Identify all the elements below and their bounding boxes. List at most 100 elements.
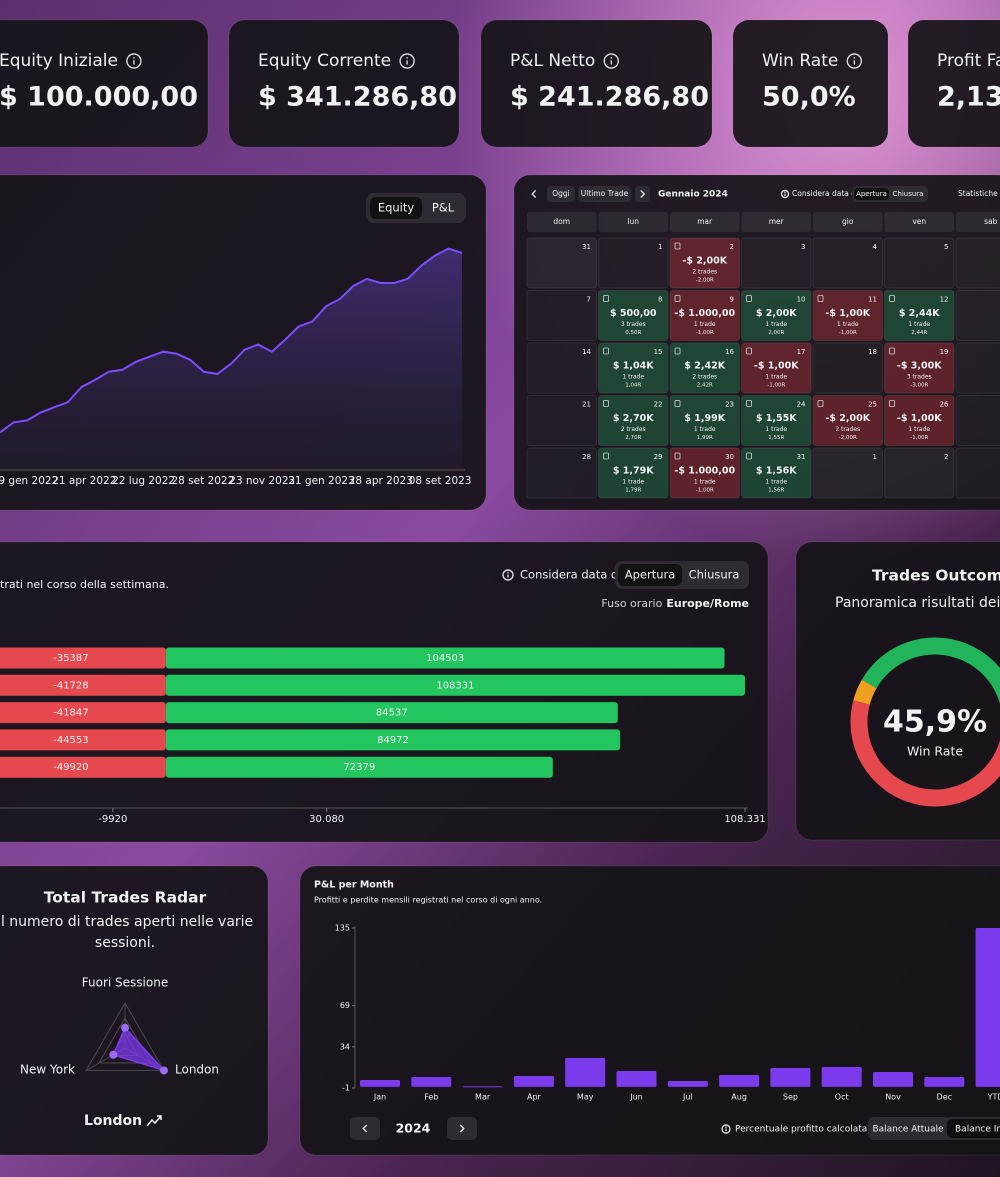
label: Considera data di [520, 568, 621, 582]
toggle-option[interactable]: Apertura [856, 190, 887, 198]
day-cell [884, 237, 955, 289]
weekday-label: mar [697, 217, 713, 226]
toggle-option[interactable]: Balance Iniz [955, 1125, 1000, 1135]
note-icon [746, 347, 752, 355]
x-tick-label: Aug [731, 1093, 747, 1102]
day-number: 15 [654, 348, 663, 356]
day-number: 30 [725, 453, 734, 461]
day-r: -3,00R [910, 383, 928, 389]
day-cell [598, 447, 669, 499]
toggle-option[interactable]: Chiusura [689, 568, 740, 582]
note-icon [674, 400, 681, 407]
bar-value-label: -35387 [53, 653, 88, 664]
day-cell [955, 290, 1000, 341]
day-number: 31 [582, 243, 591, 251]
day-pnl: $ 1,55K [756, 413, 797, 424]
toggle-option[interactable]: P&L [432, 201, 455, 215]
bar [165, 729, 621, 751]
timezone-label: Fuso orario [601, 597, 662, 610]
day-cell [669, 237, 740, 289]
button-label[interactable]: Ultimo Trade [581, 189, 629, 198]
radar-ring [85, 1001, 165, 1071]
day-pnl: $ 1,79K [613, 466, 654, 477]
bar [165, 674, 746, 696]
x-tick-label: Oct [835, 1093, 849, 1102]
day-number: 7 [587, 296, 591, 304]
day-r: -2,00R [696, 278, 714, 284]
x-tick-label: YTD [987, 1093, 1000, 1102]
day-number: 4 [873, 243, 878, 251]
day-number: 14 [582, 348, 591, 356]
note-icon [674, 295, 681, 302]
day-cell [526, 290, 597, 341]
bar [360, 1080, 400, 1087]
x-tick-label: 22 lug 2022 [112, 475, 175, 487]
bar [0, 674, 166, 696]
y-tick-label: 69 [340, 1001, 350, 1010]
bar [924, 1077, 965, 1087]
weekday-header [527, 212, 597, 232]
weekday-header [598, 212, 668, 232]
day-r: 1,56R [768, 488, 784, 494]
weekday-label: ven [912, 217, 926, 226]
day-number: 16 [725, 348, 734, 356]
x-tick-label: Nov [885, 1093, 901, 1102]
top-session: London [84, 1113, 142, 1129]
info-icon [603, 53, 619, 69]
day-cell [884, 290, 955, 341]
day-trades: 1 trade [837, 321, 859, 328]
toggle-option[interactable]: Chiusura [893, 190, 924, 198]
toggle-option[interactable]: Apertura [625, 568, 676, 582]
info-circle [399, 53, 415, 69]
radar-point [159, 1066, 168, 1075]
bar [462, 1086, 503, 1088]
info-dot [133, 57, 135, 59]
day-cell [884, 447, 955, 499]
monthly-panel [299, 865, 1000, 1156]
day-cell [526, 395, 597, 446]
day-cell [526, 342, 597, 394]
bar [667, 1081, 708, 1087]
toggle-option[interactable]: Equity [378, 201, 415, 215]
x-tick-label: Mar [475, 1093, 491, 1102]
day-number: 19 [940, 348, 949, 356]
info-circle [780, 189, 790, 199]
day-pnl: -$ 1,00K [754, 361, 799, 372]
kpi-card [0, 19, 209, 148]
note-icon [674, 452, 681, 460]
day-number: 28 [582, 453, 591, 461]
kpi-card [907, 19, 1000, 148]
day-pnl: -$ 1.000,00 [674, 466, 735, 477]
day-cell [526, 447, 597, 499]
kpi-label: Profit Fa [937, 51, 1000, 71]
info-icon [502, 569, 514, 581]
kpi-label: Equity Iniziale [0, 51, 118, 71]
day-r: -1,00R [696, 488, 714, 494]
day-number: 31 [797, 453, 806, 461]
day-r: 2,44R [911, 330, 927, 336]
panel-title: Trades Outcome [872, 567, 1000, 585]
info-dot [725, 1126, 727, 1128]
day-cell [955, 395, 1000, 446]
day-number: 17 [797, 348, 806, 356]
day-cell [741, 447, 812, 499]
label: Percentuale profitto calcolata da [735, 1125, 881, 1135]
day-r: -1,00R [839, 330, 857, 336]
toggle-option[interactable]: Balance Attuale [872, 1125, 944, 1135]
info-circle [846, 53, 863, 69]
day-number: 23 [725, 401, 734, 409]
bar [165, 756, 553, 778]
day-pnl: $ 1,04K [613, 361, 654, 372]
x-tick-label: Feb [424, 1093, 438, 1102]
button-label[interactable]: Oggi [552, 189, 570, 198]
note-icon [746, 295, 752, 302]
chevron-left [531, 190, 537, 198]
day-pnl: $ 500,00 [610, 308, 657, 319]
day-number: 26 [940, 401, 949, 409]
day-trades: 1 trade [765, 426, 787, 433]
day-trades: 2 trades [692, 269, 717, 276]
note-icon [889, 347, 895, 355]
day-cell [884, 395, 955, 446]
weekday-header [956, 212, 1000, 232]
day-cell [598, 342, 669, 394]
